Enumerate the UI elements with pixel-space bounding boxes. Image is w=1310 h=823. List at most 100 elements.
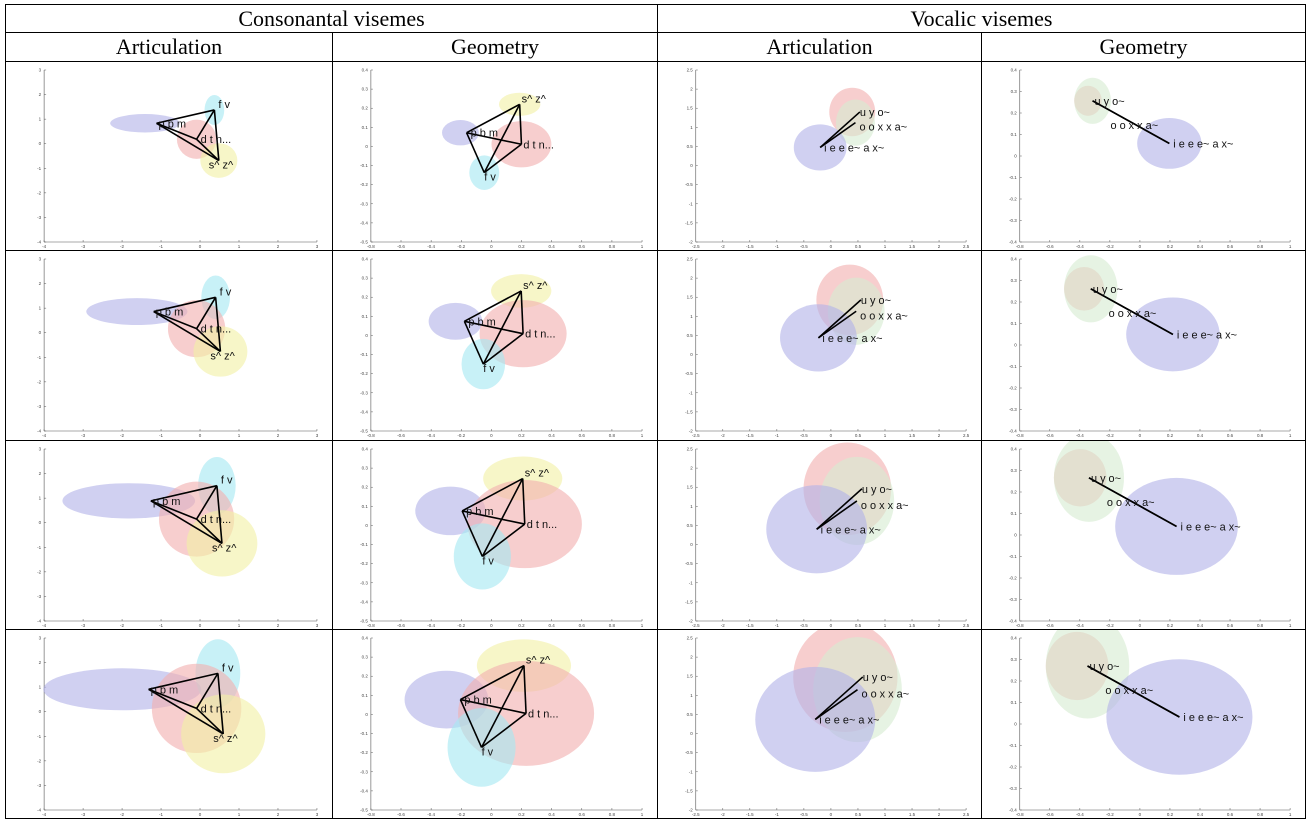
viseme-link-line xyxy=(464,320,524,335)
x-tick-label: -0.6 xyxy=(397,812,405,817)
y-tick-label: 0 xyxy=(365,523,368,528)
viseme-label: s^ z^ xyxy=(526,654,551,666)
x-tick-label: 0.2 xyxy=(518,433,525,438)
x-tick-label: 0.6 xyxy=(1227,433,1234,438)
y-tick-label: -0.1 xyxy=(1009,364,1017,369)
y-tick-label: 1 xyxy=(690,693,693,698)
y-tick-label: -1 xyxy=(689,391,693,396)
viseme-link-line xyxy=(153,311,221,353)
viseme-link-line xyxy=(214,297,222,352)
y-tick-label: -0.1 xyxy=(1009,743,1017,748)
y-tick-label: -0.4 xyxy=(1009,429,1017,434)
x-tick-label: 0 xyxy=(1139,433,1142,438)
viseme-label: s^ z^ xyxy=(522,93,547,105)
y-tick-label: 0 xyxy=(690,163,693,168)
x-tick-label: -2 xyxy=(721,812,725,817)
y-tick-label: -0.5 xyxy=(685,561,693,566)
y-tick-label: 1.5 xyxy=(687,484,694,489)
x-tick-label: 2.5 xyxy=(963,244,970,249)
x-tick-label: 0.8 xyxy=(1257,623,1264,628)
viseme-link-line xyxy=(482,290,522,365)
x-tick-label: 0.2 xyxy=(1167,433,1174,438)
x-tick-label: 0.6 xyxy=(579,812,586,817)
y-tick-label: 0.4 xyxy=(362,635,369,640)
viseme-link-line xyxy=(153,311,197,330)
x-tick-label: -1 xyxy=(159,623,164,628)
y-tick-label: -0.3 xyxy=(1009,407,1017,412)
y-tick-label: 0.2 xyxy=(362,484,369,489)
viseme-label: p b m xyxy=(153,495,181,507)
viseme-label: o o x x a~ xyxy=(859,122,907,134)
x-tick-label: -4 xyxy=(42,433,47,438)
viseme-label: d t n... xyxy=(201,324,232,336)
x-tick-label: 0 xyxy=(830,623,833,628)
x-tick-label: 3 xyxy=(316,244,319,249)
x-tick-label: -1 xyxy=(159,244,164,249)
viseme-label: u y o~ xyxy=(860,107,890,119)
x-tick-label: 2 xyxy=(938,433,941,438)
x-tick-label: -0.2 xyxy=(1106,812,1114,817)
x-tick-label: -1.5 xyxy=(746,623,754,628)
y-tick-label: -4 xyxy=(37,429,42,434)
x-tick-label: 0 xyxy=(830,812,833,817)
viseme-label: i e e e~ a x~ xyxy=(1173,139,1233,151)
x-tick-label: 0 xyxy=(830,433,833,438)
viseme-label: o o x x a~ xyxy=(861,500,909,512)
cell-voc-geometry: -0.8 -0.6 -0.4 -0.2 0 0.2 0.4 0.6 0.8 1 0.4 0.3 0.2 0… xyxy=(980,439,1307,630)
x-tick-label: -4 xyxy=(42,812,47,817)
x-tick-label: -3 xyxy=(81,244,86,249)
y-tick-label: 1 xyxy=(39,306,42,311)
x-tick-label: -0.8 xyxy=(367,433,375,438)
y-tick-label: -2 xyxy=(689,240,693,245)
x-tick-label: 2 xyxy=(938,244,941,249)
x-tick-label: -0.2 xyxy=(1106,623,1114,628)
y-tick-label: -2 xyxy=(37,569,42,574)
x-tick-label: 0.5 xyxy=(855,812,862,817)
x-tick-label: -0.8 xyxy=(1016,433,1024,438)
viseme-link-line xyxy=(461,510,484,557)
x-tick-label: 0.2 xyxy=(518,244,525,249)
plot-cons-articulation: -4 -3 -2 -1 0 1 2 3 3 2 1 0 -1 -2 -3 -4 p b m f v d t n...… xyxy=(37,257,319,438)
y-tick-label: 0 xyxy=(690,352,693,357)
viseme-label: u y o~ xyxy=(862,483,892,495)
viseme-link-line xyxy=(153,296,216,313)
cell-cons-geometry: -0.8 -0.6 -0.4 -0.2 0 0.2 0.4 0.6 0.8 1 0.4 0.3 0.2 0… xyxy=(332,61,658,252)
x-tick-label: -4 xyxy=(42,623,47,628)
x-tick-label: 0.5 xyxy=(855,244,862,249)
y-tick-label: -0.3 xyxy=(1009,786,1017,791)
y-tick-label: 0 xyxy=(39,520,42,525)
y-tick-label: 0.4 xyxy=(1011,446,1018,451)
viseme-label: f v xyxy=(482,555,494,567)
x-tick-label: -0.4 xyxy=(427,812,435,817)
y-tick-label: -0.5 xyxy=(360,807,368,812)
viseme-label: u y o~ xyxy=(1095,96,1125,108)
viseme-link-line xyxy=(466,132,522,146)
x-tick-label: 2 xyxy=(938,623,941,628)
x-tick-label: -0.8 xyxy=(1016,812,1024,817)
y-tick-label: -4 xyxy=(37,807,42,812)
y-tick-label: -0.4 xyxy=(1009,618,1017,623)
y-tick-label: -1 xyxy=(37,544,42,549)
y-tick-label: -0.2 xyxy=(360,372,368,377)
y-tick-label: -1 xyxy=(37,355,42,360)
y-tick-label: 1.5 xyxy=(687,295,694,300)
y-tick-label: 1 xyxy=(690,314,693,319)
viseme-label: o o x x a~ xyxy=(1105,685,1153,697)
y-tick-label: 0.3 xyxy=(1011,468,1018,473)
x-tick-label: 0.2 xyxy=(518,812,525,817)
viseme-link-line xyxy=(481,477,524,557)
x-tick-label: 0.4 xyxy=(1197,812,1204,817)
x-tick-label: -0.4 xyxy=(1076,433,1084,438)
y-tick-label: -0.4 xyxy=(360,599,368,604)
x-tick-label: -0.6 xyxy=(1046,433,1054,438)
x-tick-label: -0.6 xyxy=(1046,623,1054,628)
y-tick-label: 0 xyxy=(1014,532,1017,537)
x-tick-label: 0 xyxy=(830,244,833,249)
viseme-label: p b m xyxy=(151,684,179,696)
y-tick-label: 0.4 xyxy=(362,68,369,73)
col-header-cons-geometry: Geometry xyxy=(332,32,658,63)
y-tick-label: 0 xyxy=(690,731,693,736)
viseme-link-line xyxy=(196,518,223,544)
x-tick-label: 0.2 xyxy=(1167,623,1174,628)
viseme-link-line xyxy=(817,311,857,339)
